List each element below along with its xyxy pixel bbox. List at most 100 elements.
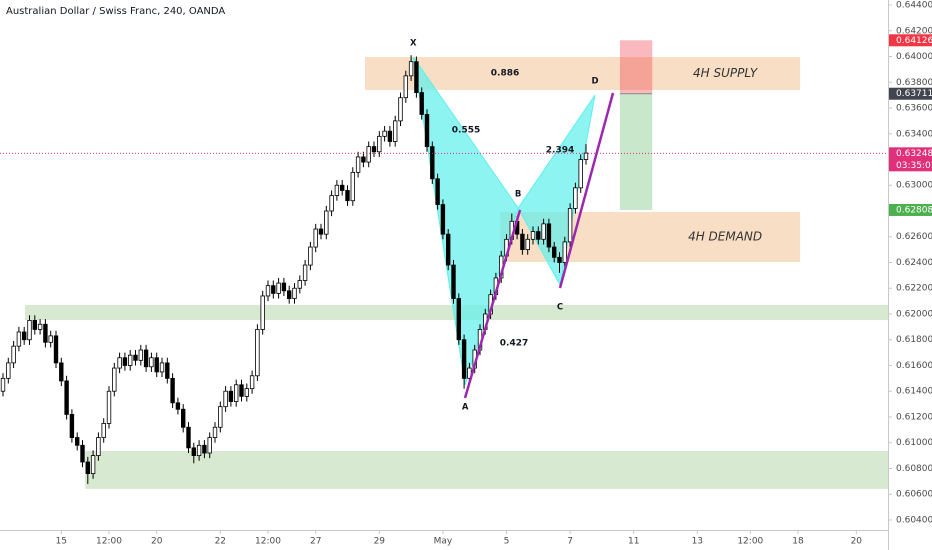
candle-body xyxy=(334,184,340,196)
y-tick-label: 0.62000 xyxy=(896,309,932,319)
candle-body xyxy=(53,335,59,364)
candle-body xyxy=(393,120,398,142)
candle-body xyxy=(196,444,202,456)
y-tick-label: 0.64200 xyxy=(896,26,932,36)
candle-body xyxy=(292,287,297,299)
price-badge xyxy=(889,203,932,216)
candle-body xyxy=(440,204,446,235)
x-tick-label: 11 xyxy=(628,537,639,547)
candle-body xyxy=(101,423,106,438)
candle-body xyxy=(239,384,244,397)
y-tick-label: 0.61800 xyxy=(896,335,932,345)
candle-body xyxy=(573,187,578,209)
y-tick-label: 0.61200 xyxy=(896,412,932,422)
x-tick-label: 18 xyxy=(792,537,804,547)
candle-body xyxy=(154,357,159,373)
candle-body xyxy=(583,152,589,160)
candle-body xyxy=(287,290,292,299)
candle-body xyxy=(249,375,255,390)
y-tick-label: 0.61600 xyxy=(896,361,932,371)
candle-body xyxy=(281,282,287,292)
candle-body xyxy=(143,349,149,368)
candle-body xyxy=(170,377,175,404)
position-target xyxy=(619,93,653,210)
candle-body xyxy=(271,285,276,294)
candle-body xyxy=(90,455,96,475)
y-tick-label: 0.64400 xyxy=(896,1,932,11)
candle-body xyxy=(530,231,536,240)
candle-body xyxy=(260,295,265,330)
candle-body xyxy=(106,390,112,424)
zone-label: 4H SUPPLY xyxy=(693,66,759,80)
ratio-label: 0.886 xyxy=(491,69,519,79)
x-tick-label: 20 xyxy=(851,537,863,547)
candle-body xyxy=(541,223,546,240)
price-badge-label: 0.63248 xyxy=(896,149,932,159)
price-badge xyxy=(889,34,932,47)
pattern-point-label: X xyxy=(410,39,417,49)
pattern-point-label: A xyxy=(462,402,469,412)
x-tick-label: May xyxy=(434,537,453,547)
candle-body xyxy=(371,146,377,153)
candle-body xyxy=(456,298,462,341)
candle-body xyxy=(424,114,430,148)
candle-body xyxy=(234,384,239,402)
candle-body xyxy=(355,156,361,173)
zone-label: 4H DEMAND xyxy=(688,230,762,244)
y-tick-label: 0.63400 xyxy=(896,129,932,139)
candle-body xyxy=(181,408,186,428)
candle-body xyxy=(435,178,440,205)
candle-body xyxy=(387,130,393,142)
candle-body xyxy=(202,444,207,454)
candle-body xyxy=(75,437,80,446)
candle-body xyxy=(228,390,234,402)
candle-body xyxy=(122,357,128,366)
y-tick-label: 0.60600 xyxy=(896,490,932,500)
x-tick-label: 12:00 xyxy=(737,537,763,547)
candle-body xyxy=(340,184,345,191)
candle-body xyxy=(43,323,48,343)
candle-body xyxy=(567,208,573,243)
candle-body xyxy=(366,146,371,163)
candle-body xyxy=(149,357,154,368)
candle-body xyxy=(218,406,223,428)
candle-body xyxy=(329,195,334,212)
candle-body xyxy=(578,159,583,189)
trend-line xyxy=(463,209,522,399)
candle-body xyxy=(446,233,451,266)
candle-body xyxy=(265,285,271,297)
y-tick-label: 0.63000 xyxy=(896,181,932,191)
overlays: X A B C D xyxy=(0,39,888,412)
candle-body xyxy=(324,210,329,235)
candle-body xyxy=(398,97,403,122)
candle-body xyxy=(403,75,409,99)
y-tick-label: 0.62200 xyxy=(896,284,932,294)
y-tick-label: 0.64000 xyxy=(896,52,932,62)
candle-body xyxy=(27,320,32,341)
x-tick-label: 15 xyxy=(56,537,67,547)
candle-body xyxy=(212,426,218,438)
candle-body xyxy=(377,135,382,153)
candle-body xyxy=(382,130,387,137)
y-tick-label: 0.60400 xyxy=(896,515,932,525)
candle-body xyxy=(59,362,64,382)
candle-body xyxy=(318,228,324,235)
candle-body xyxy=(186,426,191,449)
y-tick-label: 0.60800 xyxy=(896,464,932,474)
candle-body xyxy=(525,238,530,251)
y-tick-label: 0.62600 xyxy=(896,232,932,242)
chart-title: Australian Dollar / Swiss Franc, 240, OA… xyxy=(6,6,225,17)
x-tick-label: 20 xyxy=(151,537,163,547)
y-tick-label: 0.61000 xyxy=(896,438,932,448)
candle-body xyxy=(244,388,250,397)
price-badge xyxy=(889,87,932,100)
candle-body xyxy=(96,437,101,456)
x-tick-label: 12:00 xyxy=(255,537,281,547)
candle-body xyxy=(11,345,16,364)
y-tick-label: 0.63600 xyxy=(896,104,932,114)
zone xyxy=(85,450,889,489)
candle-body xyxy=(562,241,568,263)
candle-body xyxy=(207,437,212,454)
candle-body xyxy=(191,447,197,456)
candle-body xyxy=(546,223,552,248)
